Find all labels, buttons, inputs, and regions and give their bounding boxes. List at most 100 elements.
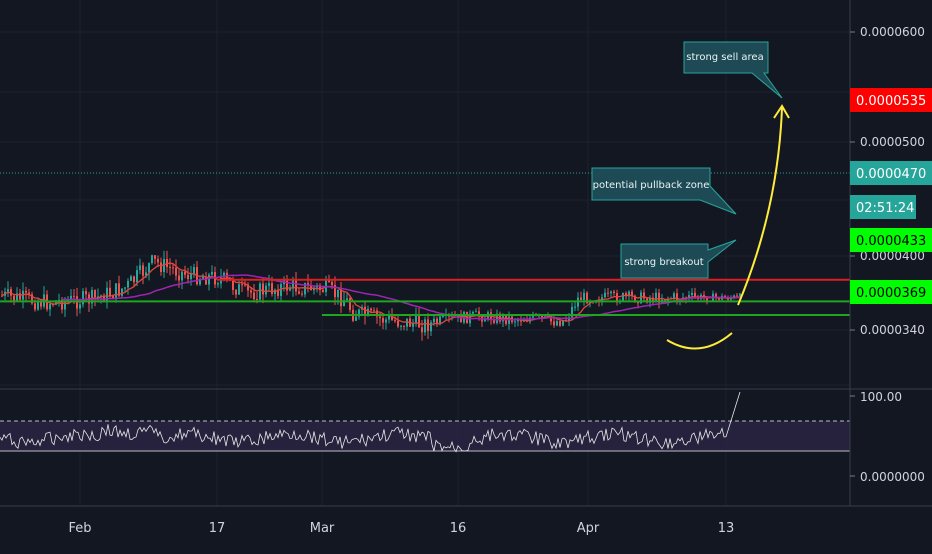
price-axis: 0.0000600 0.0000500 0.0000400 0.0000340 bbox=[850, 25, 925, 337]
candle bbox=[622, 292, 624, 302]
candle bbox=[175, 259, 177, 281]
candle bbox=[181, 270, 183, 290]
time-tick: Feb bbox=[68, 521, 91, 536]
candle bbox=[199, 277, 201, 287]
price-tag[interactable]: 0.0000535 bbox=[850, 88, 932, 112]
candle bbox=[277, 284, 279, 299]
annotation-potential-pullback-zone[interactable]: potential pullback zone bbox=[591, 167, 737, 215]
candle bbox=[319, 283, 321, 296]
price-panel bbox=[0, 104, 850, 350]
price-tag[interactable]: 02:51:24 bbox=[850, 195, 916, 219]
candle bbox=[346, 292, 348, 301]
candle bbox=[127, 278, 129, 295]
candle bbox=[13, 294, 15, 305]
candle bbox=[106, 281, 108, 309]
candle bbox=[148, 262, 150, 281]
candle bbox=[154, 254, 156, 265]
candle bbox=[424, 316, 426, 336]
rsi-tick: 100.00 bbox=[850, 390, 902, 404]
candle bbox=[109, 279, 111, 298]
candle bbox=[7, 281, 9, 298]
candle bbox=[427, 313, 429, 340]
projection-arrow bbox=[737, 107, 783, 306]
candle bbox=[334, 276, 336, 305]
candle bbox=[160, 257, 162, 276]
candle bbox=[187, 267, 189, 284]
time-tick: Apr bbox=[577, 521, 600, 536]
candle bbox=[574, 301, 576, 312]
candle bbox=[235, 289, 237, 299]
candle bbox=[388, 310, 390, 324]
annotation-potential-pullback-zone-text: potential pullback zone bbox=[593, 180, 710, 191]
time-axis: Feb 17 Mar 16 Apr 13 bbox=[68, 521, 734, 536]
candle bbox=[418, 307, 420, 328]
rsi-line bbox=[0, 391, 741, 453]
candle bbox=[343, 291, 345, 307]
candle bbox=[382, 314, 384, 330]
candle bbox=[142, 262, 144, 285]
cup-curve bbox=[666, 332, 733, 350]
candle bbox=[250, 288, 252, 299]
candle bbox=[280, 279, 282, 302]
price-tag[interactable]: 0.0000470 bbox=[850, 161, 932, 185]
candle bbox=[307, 274, 309, 293]
candle bbox=[604, 288, 606, 299]
candle bbox=[130, 274, 132, 281]
candle bbox=[286, 274, 288, 296]
candle bbox=[265, 282, 267, 298]
svg-text:0.0000470: 0.0000470 bbox=[856, 167, 926, 182]
candle bbox=[373, 307, 375, 312]
price-tick: 0.0000600 bbox=[850, 25, 925, 39]
price-tag[interactable]: 0.0000369 bbox=[850, 280, 932, 304]
candle bbox=[421, 320, 423, 341]
candle bbox=[31, 291, 33, 305]
candle bbox=[208, 272, 210, 291]
price-tags: 0.0000535 0.0000470 02:51:24 0.0000433 0.000… bbox=[850, 88, 932, 304]
candle bbox=[688, 290, 690, 302]
candle bbox=[301, 290, 303, 297]
candle bbox=[247, 282, 249, 298]
svg-text:0.0000369: 0.0000369 bbox=[856, 286, 926, 301]
candle bbox=[349, 295, 351, 313]
candle bbox=[97, 288, 99, 303]
candle bbox=[151, 254, 153, 265]
candle bbox=[643, 288, 645, 302]
annotation-strong-sell-area[interactable]: strong sell area bbox=[683, 41, 783, 99]
horizontal-levels bbox=[0, 278, 850, 316]
candle bbox=[169, 258, 171, 276]
candle bbox=[430, 319, 432, 336]
candle bbox=[253, 283, 255, 303]
time-tick: 13 bbox=[718, 521, 735, 536]
candle bbox=[403, 325, 405, 331]
candle bbox=[139, 258, 141, 275]
candle bbox=[631, 289, 633, 300]
annotation-strong-breakout-text: strong breakout bbox=[624, 257, 703, 268]
candle bbox=[628, 290, 630, 303]
svg-text:0.0000000: 0.0000000 bbox=[860, 470, 925, 484]
candle bbox=[211, 265, 213, 278]
candle bbox=[406, 318, 408, 331]
candle bbox=[64, 297, 66, 318]
annotation-strong-sell-area-text: strong sell area bbox=[686, 52, 763, 63]
candle bbox=[400, 324, 402, 331]
annotation-strong-breakout[interactable]: strong breakout bbox=[620, 239, 737, 279]
time-tick: 17 bbox=[209, 521, 226, 536]
svg-text:0.0000433: 0.0000433 bbox=[856, 234, 926, 249]
price-tag[interactable]: 0.0000433 bbox=[850, 228, 932, 252]
candle bbox=[655, 288, 657, 303]
candle bbox=[475, 308, 477, 313]
candle bbox=[259, 281, 261, 301]
candle bbox=[610, 290, 612, 297]
candle bbox=[436, 316, 438, 327]
candle bbox=[397, 314, 399, 329]
candle bbox=[166, 250, 168, 274]
candle bbox=[217, 281, 219, 288]
candle bbox=[583, 288, 585, 306]
rsi-axis: 100.00 0.0000000 bbox=[850, 390, 925, 484]
time-tick: 16 bbox=[450, 521, 467, 536]
candle bbox=[118, 275, 120, 298]
candle bbox=[616, 289, 618, 306]
candle bbox=[415, 307, 417, 327]
candle bbox=[184, 265, 186, 279]
